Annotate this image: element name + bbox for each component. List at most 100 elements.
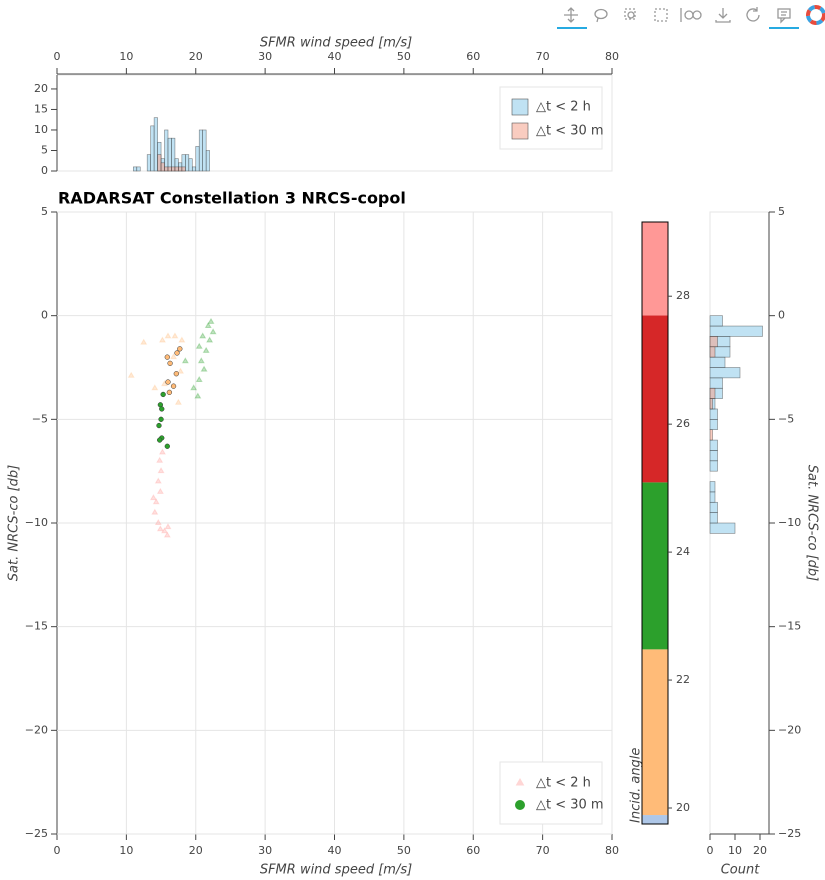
point [156,456,164,463]
point [199,332,207,339]
bar [709,512,718,524]
bar [136,166,141,172]
point [154,477,162,484]
x-tick-label: 80 [605,50,619,63]
bar [178,166,183,172]
bar [709,346,716,358]
point [158,416,164,422]
y-axis-label: Sat. NRCS-co [db] [805,465,820,581]
x-tick-label: 70 [536,844,550,857]
point [164,332,172,339]
point [161,527,169,534]
bar [146,154,151,172]
colorbar-band [642,649,668,816]
colorbar-tick-label: 28 [676,289,690,302]
point [207,317,215,324]
colorbar-tick-label: 22 [676,673,690,686]
x-tick-label: 10 [728,844,742,857]
reset-tool[interactable] [746,7,760,22]
bar [709,315,723,327]
bar [709,439,718,451]
bar [164,129,169,172]
x-tick-label: 0 [54,844,61,857]
point [174,398,182,405]
point [194,392,202,399]
wheel-zoom-tool[interactable] [680,8,702,22]
point [170,383,177,389]
bar [205,150,210,172]
x-tick-label: 40 [328,844,342,857]
bar [181,166,186,172]
bar [709,419,718,431]
legend-label: △t < 30 m [536,124,604,139]
legend-swatch [515,800,525,810]
x-tick-label: 40 [328,50,342,63]
y-tick-label: −25 [25,827,48,840]
point [177,367,184,374]
bar [709,460,718,472]
bar [157,154,162,172]
colorbar-band [642,482,668,650]
bar [150,125,155,172]
bar [709,450,718,462]
x-tick-label: 30 [258,50,272,63]
hover-tool[interactable] [777,8,791,24]
y-tick-label: 10 [34,123,48,136]
x-tick-label: 20 [189,844,203,857]
y-tick-label: −20 [25,723,48,736]
point [151,508,159,515]
bar [709,398,713,410]
x-tick-label: 10 [119,844,133,857]
x-tick-label: 60 [466,50,480,63]
x-tick-label: 0 [54,50,61,63]
y-tick-label: 5 [41,205,48,218]
point [157,437,163,443]
pan-tool[interactable] [564,7,578,23]
x-axis-label: SFMR wind speed [m/s] [260,36,412,51]
box-select-tool[interactable] [654,8,668,22]
point [149,494,157,501]
bar [171,166,176,172]
y-tick-label: 5 [778,205,785,218]
box-zoom-tool[interactable] [624,8,636,20]
bar [188,158,193,172]
colorbar-tick-label: 20 [676,801,690,814]
point [156,422,162,429]
bar [174,166,179,172]
bar [198,129,203,172]
bokeh-logo[interactable] [806,5,825,25]
point [174,350,180,356]
bar [191,166,197,172]
legend-box [499,761,603,825]
save-tool[interactable] [715,8,731,23]
y-tick-label: −15 [778,620,801,633]
point [127,371,135,378]
bar [709,408,718,420]
lasso-tool[interactable] [594,8,608,23]
point [202,346,210,353]
point [173,371,179,377]
point [195,375,203,382]
y-axis-label: Sat. NRCS-co [db] [7,465,22,581]
bar [709,522,736,534]
point [166,389,173,396]
point [170,353,178,360]
toolbar [557,5,825,29]
point [164,443,170,449]
colorbar-tick-label: 24 [676,545,690,558]
point [158,336,166,343]
y-tick-label: 0 [41,309,48,322]
bar [133,166,138,172]
legend-label: △t < 30 m [536,798,604,813]
y-tick-label: −5 [778,412,794,425]
bar [185,154,190,172]
point [157,467,165,474]
bar [164,166,169,172]
bar [171,137,176,172]
point [177,346,183,352]
legend-label: △t < 2 h [536,776,591,791]
x-tick-label: 20 [753,844,767,857]
colorbar-tick-label: 26 [676,417,690,430]
point [204,322,212,329]
